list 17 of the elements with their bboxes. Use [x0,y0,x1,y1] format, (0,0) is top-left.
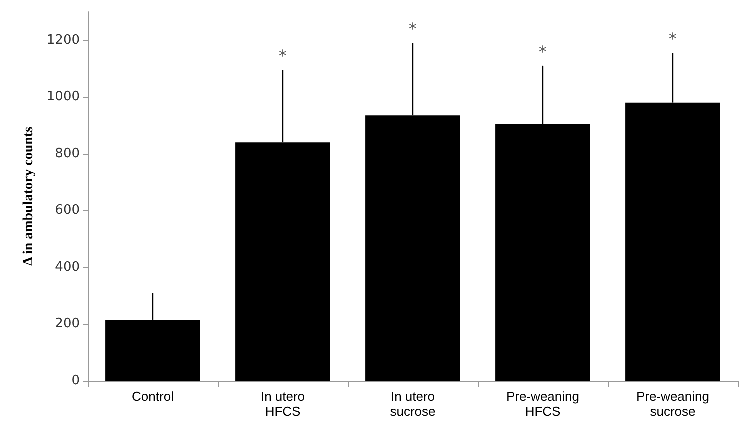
y-axis-title: Δ in ambulatory counts [22,126,36,266]
x-tick-label: Control [132,389,174,404]
y-tick-label: 1200 [46,32,80,48]
annotation: * [279,46,287,66]
y-tick-label: 0 [72,374,80,388]
annotation: * [539,42,547,62]
x-tick-label: Pre-weaning sucrose [636,389,710,419]
y-tick-label: 1000 [46,90,80,105]
annotation: * [409,20,417,39]
x-tick-label: In utero sucrose [390,389,436,419]
y-tick-label: 600 [55,203,80,218]
x-tick-label: In utero HFCS [260,389,306,419]
y-tick-label: 800 [55,146,80,162]
annotation: * [669,30,677,49]
y-tick-label: 400 [55,260,80,275]
y-tick-label: 200 [55,316,80,332]
x-tick-label: Pre-weaning HFCS [506,389,580,419]
